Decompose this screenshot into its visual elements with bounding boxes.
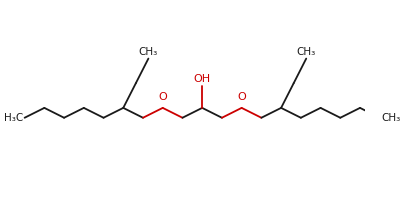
Text: OH: OH — [194, 74, 211, 84]
Text: CH₃: CH₃ — [139, 47, 158, 57]
Text: CH₃: CH₃ — [296, 47, 316, 57]
Text: CH₃: CH₃ — [382, 113, 400, 123]
Text: O: O — [237, 92, 246, 102]
Text: H₃C: H₃C — [4, 113, 23, 123]
Text: O: O — [158, 92, 167, 102]
